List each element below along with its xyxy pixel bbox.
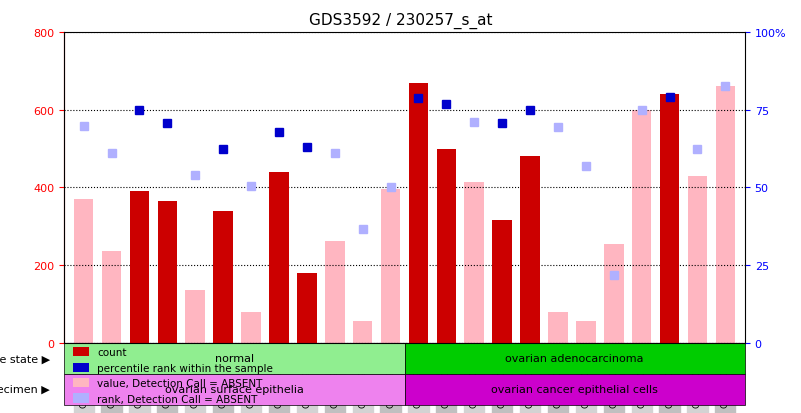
Bar — [241, 312, 261, 343]
Bar — [405, 343, 745, 374]
Bar — [548, 312, 568, 343]
Bar — [64, 343, 405, 374]
Bar — [269, 173, 288, 343]
Bar — [604, 244, 623, 343]
Bar — [576, 321, 596, 343]
Bar — [437, 149, 456, 343]
Bar — [465, 182, 484, 343]
Text: GDS3592 / 230257_s_at: GDS3592 / 230257_s_at — [308, 12, 493, 28]
Text: ovarian surface epithelia: ovarian surface epithelia — [165, 384, 304, 394]
Bar — [297, 273, 316, 343]
Legend: count, percentile rank within the sample, value, Detection Call = ABSENT, rank, : count, percentile rank within the sample… — [70, 343, 277, 408]
Text: specimen ▶: specimen ▶ — [0, 384, 50, 394]
Bar — [688, 176, 707, 343]
Bar — [186, 290, 205, 343]
Bar — [409, 83, 429, 343]
Text: normal: normal — [215, 353, 254, 363]
Bar — [74, 199, 94, 343]
Bar — [521, 157, 540, 343]
Bar — [130, 192, 149, 343]
Bar — [102, 252, 121, 343]
Bar — [64, 374, 405, 405]
Bar — [632, 110, 651, 343]
Bar — [380, 190, 400, 343]
Bar — [493, 221, 512, 343]
Text: ovarian adenocarcinoma: ovarian adenocarcinoma — [505, 353, 644, 363]
Bar — [660, 95, 679, 343]
Bar — [715, 87, 735, 343]
Bar — [158, 202, 177, 343]
Bar — [353, 321, 372, 343]
Bar — [325, 241, 344, 343]
Text: ovarian cancer epithelial cells: ovarian cancer epithelial cells — [491, 384, 658, 394]
Text: disease state ▶: disease state ▶ — [0, 353, 50, 363]
Bar — [213, 211, 233, 343]
Bar — [405, 374, 745, 405]
